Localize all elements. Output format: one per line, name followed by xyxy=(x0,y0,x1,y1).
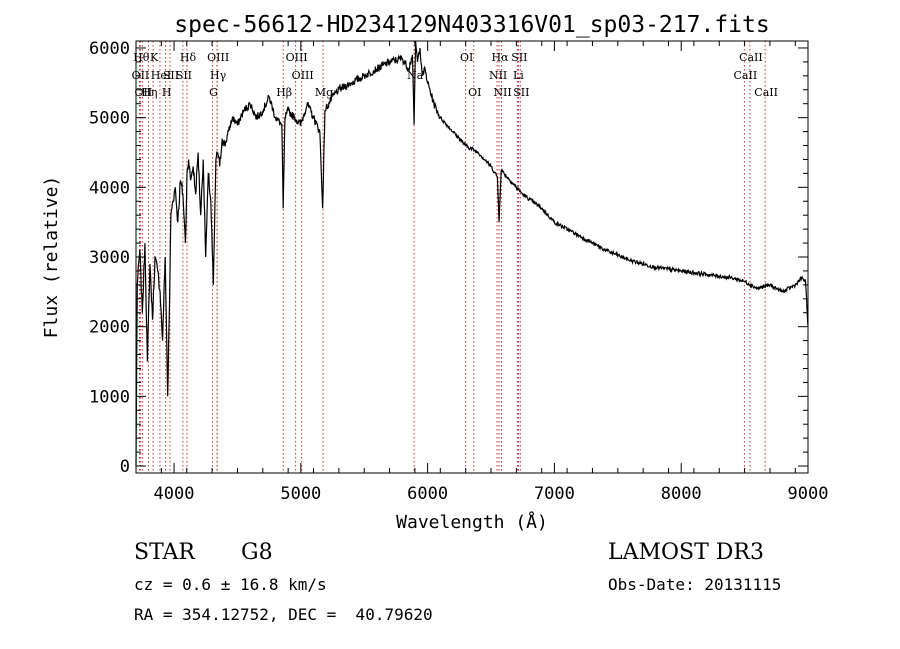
line-marker-label: H xyxy=(162,86,172,99)
line-marker-label: SII xyxy=(511,51,527,64)
line-marker-label: Li xyxy=(513,69,524,82)
chart-title: spec-56612-HD234129N403316V01_sp03-217.f… xyxy=(174,12,769,38)
y-tick-label: 0 xyxy=(120,457,130,477)
plot-area-frame xyxy=(135,40,809,474)
line-marker-label: SII xyxy=(163,69,179,82)
line-marker-lines xyxy=(138,41,766,473)
redshift-text: cz = 0.6 ± 16.8 km/s xyxy=(134,575,327,594)
x-axis-label: Wavelength (Å) xyxy=(396,511,548,533)
line-marker-label: Hγ xyxy=(210,69,227,82)
line-marker-label: Hη xyxy=(141,86,157,99)
line-marker-label: OII xyxy=(134,86,152,99)
line-marker-label: CaII xyxy=(754,86,778,99)
flux-series-line xyxy=(135,40,809,467)
y-axis-label: Flux (relative) xyxy=(41,176,62,339)
y-axis: 0 1000 2000 3000 4000 5000 6000 xyxy=(89,39,808,477)
x-tick-label: 9000 xyxy=(788,484,829,504)
y-tick-label: 4000 xyxy=(89,178,130,198)
line-marker-label: Hθ xyxy=(133,51,150,64)
x-tick-label: 5000 xyxy=(280,484,321,504)
x-tick-label: 8000 xyxy=(661,484,702,504)
line-marker-label: CaII xyxy=(734,69,758,82)
x-tick-label: 4000 xyxy=(154,484,195,504)
x-axis: 4000 5000 6000 7000 8000 9000 xyxy=(135,41,829,504)
x-tick-label: 6000 xyxy=(407,484,448,504)
obs-date: Obs-Date: 20131115 xyxy=(608,575,781,594)
x-tick-label: 7000 xyxy=(534,484,575,504)
y-tick-label: 6000 xyxy=(89,39,130,59)
y-tick-label: 2000 xyxy=(89,318,130,338)
line-marker-label: SII xyxy=(176,69,192,82)
spectral-subclass: G8 xyxy=(241,540,273,565)
survey-name: LAMOST DR3 xyxy=(608,540,764,565)
line-marker-label: Mg xyxy=(315,86,333,99)
y-tick-label: 1000 xyxy=(89,387,130,407)
coordinates-text: RA = 354.12752, DEC = 40.79620 xyxy=(134,605,433,624)
line-marker-label: SII xyxy=(513,86,529,99)
y-tick-label: 3000 xyxy=(89,248,130,268)
line-marker-label: Hα xyxy=(491,51,509,64)
line-marker-label: OIII xyxy=(292,69,314,82)
line-marker-label: Hδ xyxy=(180,51,197,64)
line-marker-label: OIII xyxy=(207,51,229,64)
line-marker-label: HeI xyxy=(151,69,171,82)
object-class: STAR xyxy=(134,540,196,565)
line-marker-label: K xyxy=(150,51,159,64)
line-marker-label: NII xyxy=(493,86,511,99)
y-tick-label: 5000 xyxy=(89,109,130,129)
line-marker-label: CaII xyxy=(739,51,763,64)
line-marker-label: OI xyxy=(460,51,473,64)
line-marker-label: NII xyxy=(489,69,507,82)
line-marker-label: OIII xyxy=(286,51,308,64)
line-marker-label: Hβ xyxy=(276,86,292,99)
line-marker-label: G xyxy=(209,86,218,99)
line-marker-label: OI xyxy=(468,86,481,99)
